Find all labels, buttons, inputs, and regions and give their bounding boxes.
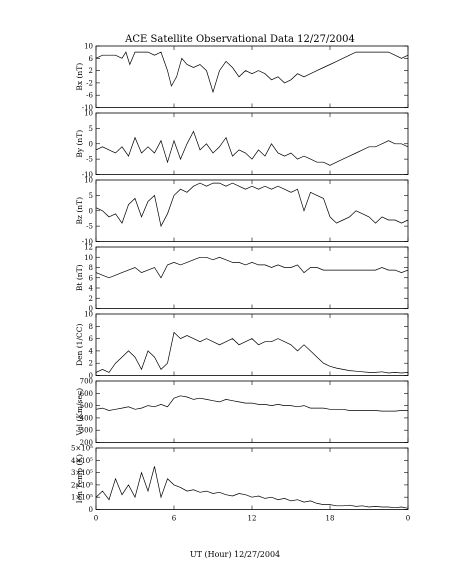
y-tick-label: 0 xyxy=(89,140,93,148)
panel-frame xyxy=(95,45,409,108)
y-tick-label: 8 xyxy=(89,323,93,331)
y-tick-label: 4×10⁵ xyxy=(71,457,93,465)
chart-title: ACE Satellite Observational Data 12/27/2… xyxy=(124,34,355,45)
y-tick-label: 2 xyxy=(89,360,93,368)
y-tick-label: -5 xyxy=(86,223,93,231)
y-tick-label: 5×10⁵ xyxy=(71,445,93,453)
y-tick-label: -5 xyxy=(86,156,93,164)
y-axis-label: Bz (nT) xyxy=(75,197,84,225)
y-tick-label: 2 xyxy=(89,67,93,75)
y-tick-label: 5 xyxy=(89,125,93,133)
y-tick-label: 6 xyxy=(89,274,94,282)
y-tick-label: -10 xyxy=(82,238,93,246)
panel-frame xyxy=(95,179,409,242)
panel-frame xyxy=(95,112,409,175)
y-tick-label: 500 xyxy=(80,402,93,410)
y-tick-label: 10 xyxy=(84,254,93,262)
y-tick-label: -10 xyxy=(82,171,93,179)
y-tick-label: 3×10⁵ xyxy=(71,469,93,477)
y-tick-label: 4 xyxy=(89,285,94,293)
panel-frame xyxy=(95,447,409,510)
y-tick-label: 200 xyxy=(80,439,93,447)
y-tick-label: 8 xyxy=(89,264,93,272)
y-tick-label: 4 xyxy=(89,347,94,355)
x-tick-label: 0 xyxy=(94,515,98,523)
y-tick-label: -6 xyxy=(86,92,93,100)
y-tick-label: 600 xyxy=(80,390,93,398)
y-tick-label: 5 xyxy=(89,192,93,200)
y-tick-label: 6 xyxy=(89,335,94,343)
y-axis-label: Den (1/CC) xyxy=(75,324,84,366)
panel-frame xyxy=(95,380,409,443)
y-tick-label: 0 xyxy=(89,305,93,313)
series-line xyxy=(95,466,409,509)
y-tick-label: 12 xyxy=(84,244,93,252)
y-tick-label: 700 xyxy=(80,378,93,386)
y-tick-label: 10 xyxy=(84,110,93,118)
series-line xyxy=(95,51,409,94)
series-line xyxy=(95,182,409,228)
y-tick-label: -2 xyxy=(86,79,93,87)
y-tick-label: 400 xyxy=(80,414,93,422)
y-tick-label: 10 xyxy=(84,43,93,51)
panel-frame xyxy=(95,246,409,309)
series-line xyxy=(95,331,409,374)
x-tick-label: 0 xyxy=(406,515,410,523)
x-tick-label: 6 xyxy=(172,515,177,523)
x-axis-label: UT (Hour) 12/27/2004 xyxy=(190,550,280,559)
y-tick-label: 10 xyxy=(84,177,93,185)
y-axis-label: Bt (nT) xyxy=(75,264,84,291)
x-tick-label: 18 xyxy=(326,515,335,523)
y-tick-label: 6 xyxy=(89,55,94,63)
y-tick-label: 1×10⁵ xyxy=(71,494,93,502)
y-tick-label: 2 xyxy=(89,295,93,303)
y-tick-label: 300 xyxy=(80,427,93,435)
y-axis-label: By (nT) xyxy=(75,130,84,158)
y-tick-label: 0 xyxy=(89,207,93,215)
y-tick-label: -10 xyxy=(82,104,93,112)
y-axis-label: Ion Temp (K) xyxy=(75,454,84,503)
y-axis-label: Bx (nT) xyxy=(75,63,84,91)
series-line xyxy=(95,395,408,412)
series-line xyxy=(95,256,409,279)
y-tick-label: 10 xyxy=(84,311,93,319)
y-axis-label: Vel (Km/sec) xyxy=(75,388,84,437)
y-tick-label: 0 xyxy=(89,372,93,380)
series-line xyxy=(95,130,409,166)
y-tick-label: 2×10⁵ xyxy=(71,481,93,489)
panels: 10 6 2 -2 -6 -10 Bx (nT) 10 5 0 -5 -10 By (nT) 10 5 0 -5… xyxy=(71,43,410,523)
y-tick-label: 0 xyxy=(89,506,93,514)
x-tick-label: 12 xyxy=(248,515,257,523)
